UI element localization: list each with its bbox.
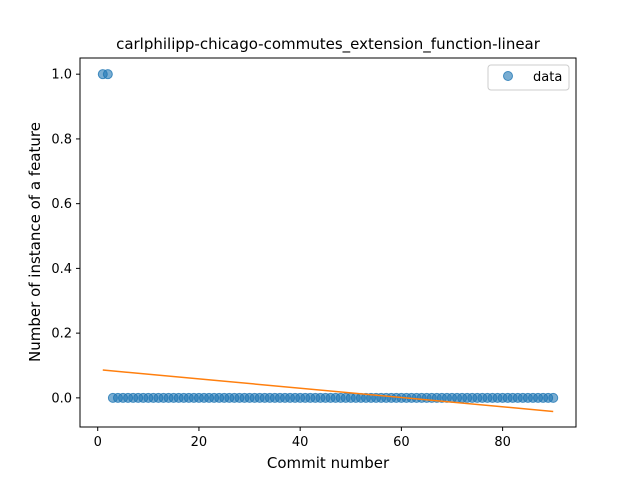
chart-title: carlphilipp-chicago-commutes_extension_f… <box>116 35 541 54</box>
x-axis-label: Commit number <box>267 454 390 472</box>
y-axis-label: Number of instance of a feature <box>26 122 44 362</box>
fit-line <box>102 369 554 413</box>
y-tick-label: 0.6 <box>51 197 72 212</box>
y-axis-ticks: 0.0 0.2 0.4 0.6 0.8 1.0 <box>51 68 80 406</box>
legend-label-data: data <box>533 70 562 85</box>
series-layer <box>97 69 559 413</box>
x-tick-label: 0 <box>94 435 102 450</box>
legend: data <box>487 64 570 91</box>
y-tick-label: 0.0 <box>51 391 72 406</box>
data-point <box>548 392 559 403</box>
plot-frame <box>79 57 577 428</box>
y-tick-label: 0.4 <box>51 262 72 277</box>
x-tick-label: 20 <box>191 435 208 450</box>
x-tick-label: 40 <box>292 435 309 450</box>
legend-marker-data <box>503 71 513 81</box>
y-tick-label: 1.0 <box>51 68 72 83</box>
x-axis-ticks: 0 20 40 60 80 <box>94 427 511 450</box>
x-tick-label: 60 <box>393 435 410 450</box>
x-tick-label: 80 <box>494 435 511 450</box>
data-point <box>102 69 113 80</box>
plot-area <box>80 58 576 427</box>
y-tick-label: 0.2 <box>51 327 72 342</box>
y-tick-label: 0.8 <box>51 132 72 147</box>
